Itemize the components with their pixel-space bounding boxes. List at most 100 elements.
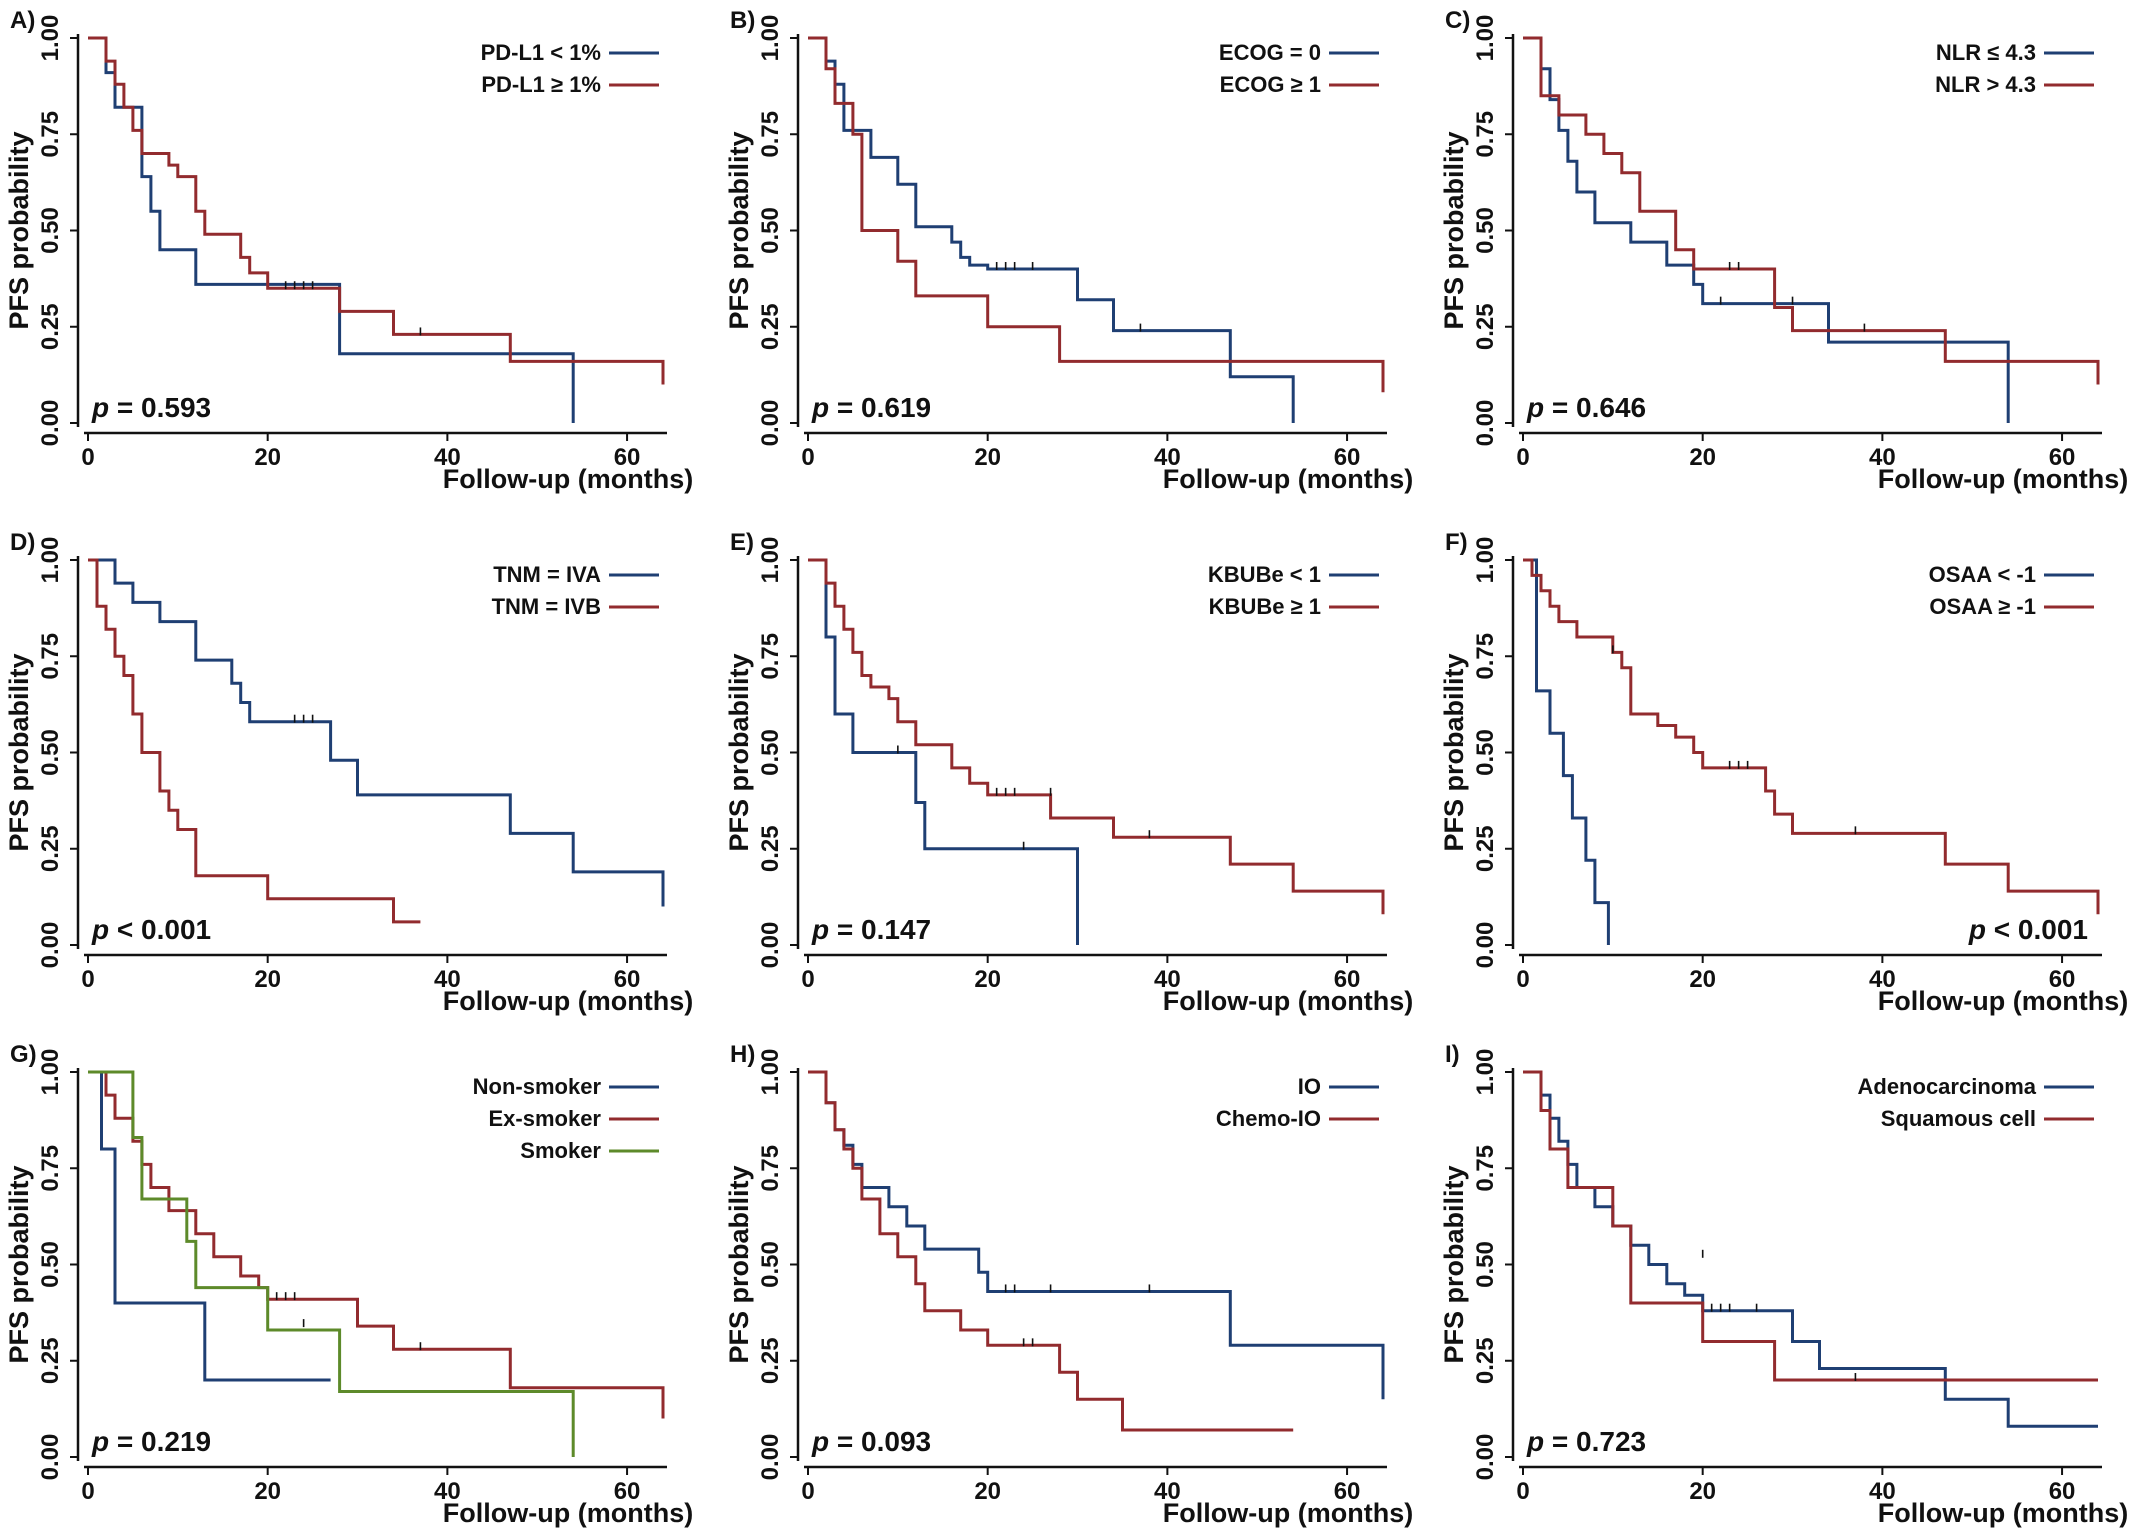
y-tick-label: 0.75 [757, 633, 784, 680]
legend-label: Smoker [520, 1138, 601, 1163]
y-tick-label: 1.00 [37, 15, 64, 62]
y-axis-title: PFS probability [724, 1165, 754, 1363]
p-value-operator: = [837, 914, 853, 945]
p-value-number: < 0.001 [1994, 914, 2088, 945]
y-tick-label: 1.00 [757, 15, 784, 62]
p-value-operator: = [117, 392, 133, 423]
x-axis-title: Follow-up (months) [443, 986, 693, 1016]
legend-label: OSAA < -1 [1929, 562, 2036, 587]
y-tick-label: 0.25 [757, 825, 784, 872]
x-tick-label: 0 [81, 966, 94, 993]
panel-letter: E) [730, 529, 754, 556]
x-tick-label: 20 [974, 966, 1001, 993]
y-tick-label: 0.50 [37, 729, 64, 776]
x-tick-label: 40 [1869, 444, 1896, 471]
panel-letter: A) [10, 7, 35, 34]
y-axis-title: PFS probability [1439, 131, 1469, 329]
p-value: p < 0.001 [91, 914, 211, 945]
y-tick-label: 0.00 [1472, 922, 1499, 969]
y-tick-label: 1.00 [37, 537, 64, 584]
p-value-operator: = [1552, 392, 1568, 423]
p-value: p = 0.619 [811, 392, 931, 423]
y-tick-label: 0.25 [1472, 1337, 1499, 1384]
x-tick-label: 20 [1689, 966, 1716, 993]
x-tick-label: 60 [1334, 444, 1361, 471]
p-value-symbol: p [91, 392, 109, 423]
p-value-number: 0.147 [861, 914, 931, 945]
legend-label: Squamous cell [1881, 1106, 2036, 1131]
x-tick-label: 60 [1334, 1478, 1361, 1505]
y-tick-label: 0.75 [37, 1145, 64, 1192]
km-curve-red [808, 558, 1385, 915]
y-tick-label: 0.75 [757, 1145, 784, 1192]
y-tick-label: 0.25 [37, 303, 64, 350]
y-tick-label: 0.50 [37, 1241, 64, 1288]
y-tick-label: 0.00 [757, 922, 784, 969]
km-curve-red [808, 36, 1385, 393]
legend-label: Non-smoker [473, 1074, 602, 1099]
y-tick-label: 0.50 [1472, 1241, 1499, 1288]
y-tick-label: 0.25 [1472, 303, 1499, 350]
y-tick-label: 0.00 [757, 400, 784, 447]
y-tick-label: 0.50 [37, 207, 64, 254]
y-tick-label: 0.50 [1472, 729, 1499, 776]
y-tick-label: 1.00 [757, 1049, 784, 1096]
p-value: p = 0.093 [811, 1426, 931, 1457]
x-tick-label: 40 [1869, 966, 1896, 993]
legend-label: NLR ≤ 4.3 [1936, 40, 2036, 65]
x-tick-label: 60 [614, 1478, 641, 1505]
p-value-operator: = [117, 1426, 133, 1457]
p-value-operator: = [1552, 1426, 1568, 1457]
km-curve-blue [88, 1070, 331, 1382]
x-tick-label: 0 [81, 444, 94, 471]
y-axis-title: PFS probability [724, 653, 754, 851]
x-tick-label: 40 [1869, 1478, 1896, 1505]
x-tick-label: 0 [1516, 1478, 1529, 1505]
x-tick-label: 20 [254, 966, 281, 993]
y-tick-label: 0.75 [757, 111, 784, 158]
km-curve-red [88, 558, 421, 924]
x-tick-label: 20 [254, 444, 281, 471]
y-axis-title: PFS probability [724, 131, 754, 329]
p-value-number: 0.593 [141, 392, 211, 423]
x-tick-label: 60 [2049, 444, 2076, 471]
legend-label: NLR > 4.3 [1935, 72, 2036, 97]
legend-label: OSAA ≥ -1 [1929, 594, 2036, 619]
x-tick-label: 20 [974, 444, 1001, 471]
x-tick-label: 40 [1154, 444, 1181, 471]
y-tick-label: 0.00 [37, 1434, 64, 1481]
km-curve-blue [808, 36, 1295, 423]
y-tick-label: 1.00 [757, 537, 784, 584]
y-tick-label: 0.00 [37, 922, 64, 969]
p-value: p < 0.001 [1968, 914, 2088, 945]
km-curve-red [1523, 558, 2100, 915]
y-tick-label: 1.00 [1472, 1049, 1499, 1096]
x-tick-label: 20 [1689, 1478, 1716, 1505]
x-tick-label: 40 [1154, 1478, 1181, 1505]
y-tick-label: 0.25 [37, 825, 64, 872]
legend-label: Chemo-IO [1216, 1106, 1321, 1131]
x-tick-label: 20 [1689, 444, 1716, 471]
x-tick-label: 40 [1154, 966, 1181, 993]
p-value-number: < 0.001 [117, 914, 211, 945]
legend-label: TNM = IVB [492, 594, 601, 619]
p-value-symbol: p [811, 392, 829, 423]
legend-label: ECOG = 0 [1219, 40, 1321, 65]
legend-label: TNM = IVA [493, 562, 601, 587]
y-tick-label: 0.25 [757, 303, 784, 350]
p-value-operator: = [837, 1426, 853, 1457]
legend-label: PD-L1 ≥ 1% [481, 72, 601, 97]
x-tick-label: 0 [81, 1478, 94, 1505]
y-tick-label: 0.50 [757, 729, 784, 776]
y-tick-label: 0.25 [1472, 825, 1499, 872]
y-tick-label: 1.00 [1472, 537, 1499, 584]
panel-letter: D) [10, 529, 35, 556]
x-tick-label: 0 [801, 966, 814, 993]
y-tick-label: 1.00 [37, 1049, 64, 1096]
x-tick-label: 60 [614, 444, 641, 471]
